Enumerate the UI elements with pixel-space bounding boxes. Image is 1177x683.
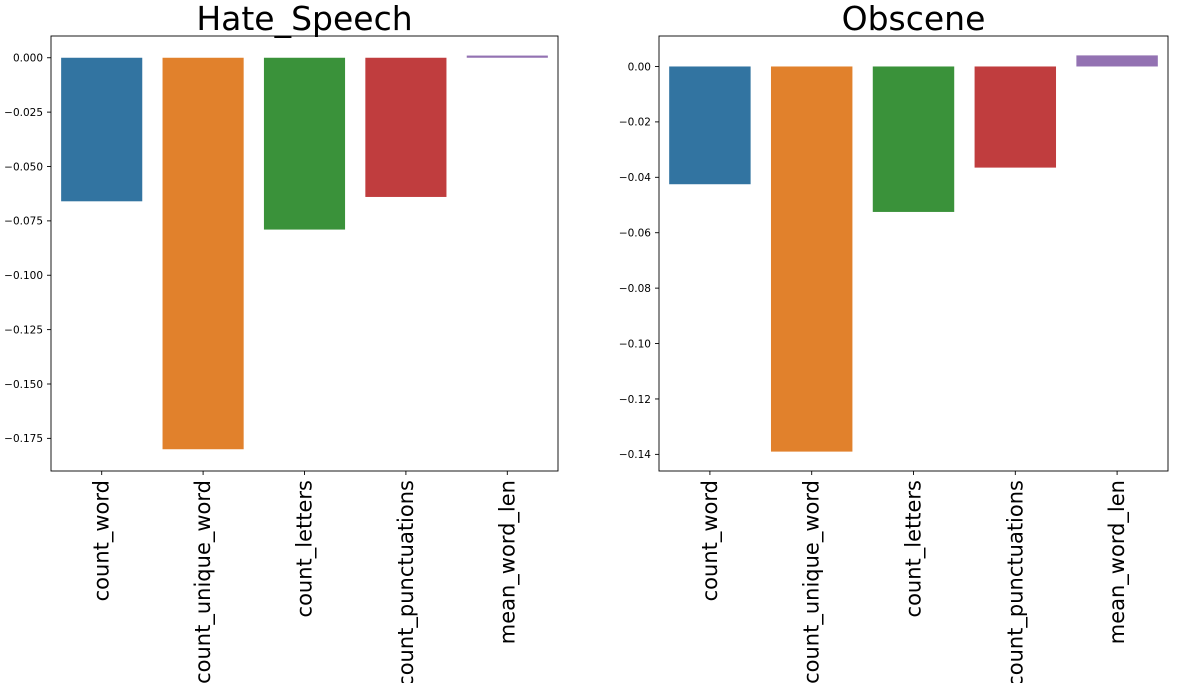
y-tick-label: −0.06 <box>619 228 651 240</box>
y-tick-label: −0.075 <box>4 216 43 228</box>
bar-count-letters <box>872 66 955 212</box>
bar-count-word <box>61 57 143 202</box>
y-tick-label: −0.12 <box>619 394 651 406</box>
chart-title: Hate_Speech <box>196 0 412 38</box>
y-tick-label: −0.02 <box>619 117 651 129</box>
obscene-chart: Obscene 0.00 −0.02 −0.04 −0.06 −0.08 −0.10 −0.… <box>619 0 1169 683</box>
x-tick-label: count_punctuations <box>1003 480 1028 683</box>
chart-title: Obscene <box>842 0 986 38</box>
x-tick-label: count_word <box>698 480 723 601</box>
y-tick-label: −0.10 <box>619 338 651 350</box>
bar-count-punctuations <box>974 66 1057 168</box>
x-tick-label: mean_word_len <box>1105 480 1130 644</box>
y-tick-label: −0.100 <box>4 270 43 282</box>
y-tick-label: −0.150 <box>4 379 43 391</box>
x-tick-label: count_unique_word <box>191 480 216 683</box>
bar-mean-word-len <box>466 55 548 58</box>
x-tick-label: count_word <box>90 480 115 601</box>
hate-speech-chart: Hate_Speech 0.000 −0.025 −0.050 −0.075 −0.10… <box>4 0 559 683</box>
x-tick-label: count_unique_word <box>800 480 825 683</box>
y-tick-label: 0.000 <box>13 53 43 65</box>
y-tick-label: −0.050 <box>4 161 43 173</box>
x-tick-label: count_letters <box>902 480 927 617</box>
y-tick-label: −0.125 <box>4 324 43 336</box>
bar-count-punctuations <box>365 57 447 197</box>
bar-count-unique-word <box>162 57 244 450</box>
bar-mean-word-len <box>1076 55 1158 67</box>
y-tick-label: −0.14 <box>619 449 651 461</box>
y-tick-label: −0.08 <box>619 283 651 295</box>
y-tick-label: −0.025 <box>4 107 43 119</box>
x-tick-label: count_letters <box>293 480 318 617</box>
bar-count-unique-word <box>770 66 853 452</box>
y-tick-label: −0.04 <box>619 172 651 184</box>
bar-count-word <box>669 66 751 185</box>
y-tick-label: 0.00 <box>628 61 651 73</box>
bar-count-letters <box>263 57 346 230</box>
y-tick-label: −0.175 <box>4 433 43 445</box>
x-tick-label: count_punctuations <box>394 480 419 683</box>
x-tick-label: mean_word_len <box>495 480 520 644</box>
